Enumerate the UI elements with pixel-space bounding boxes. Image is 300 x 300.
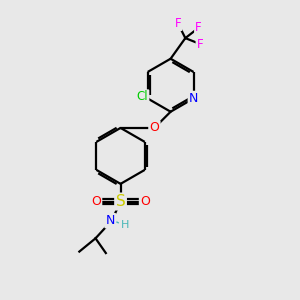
Text: S: S: [116, 194, 125, 209]
Text: N: N: [189, 92, 198, 105]
Text: N: N: [106, 214, 115, 227]
Text: O: O: [91, 195, 101, 208]
Text: F: F: [197, 38, 203, 50]
Text: H: H: [121, 220, 129, 230]
Text: Cl: Cl: [136, 91, 148, 103]
Text: F: F: [175, 17, 181, 30]
Text: O: O: [140, 195, 150, 208]
Text: O: O: [149, 122, 159, 134]
Text: F: F: [195, 21, 202, 34]
